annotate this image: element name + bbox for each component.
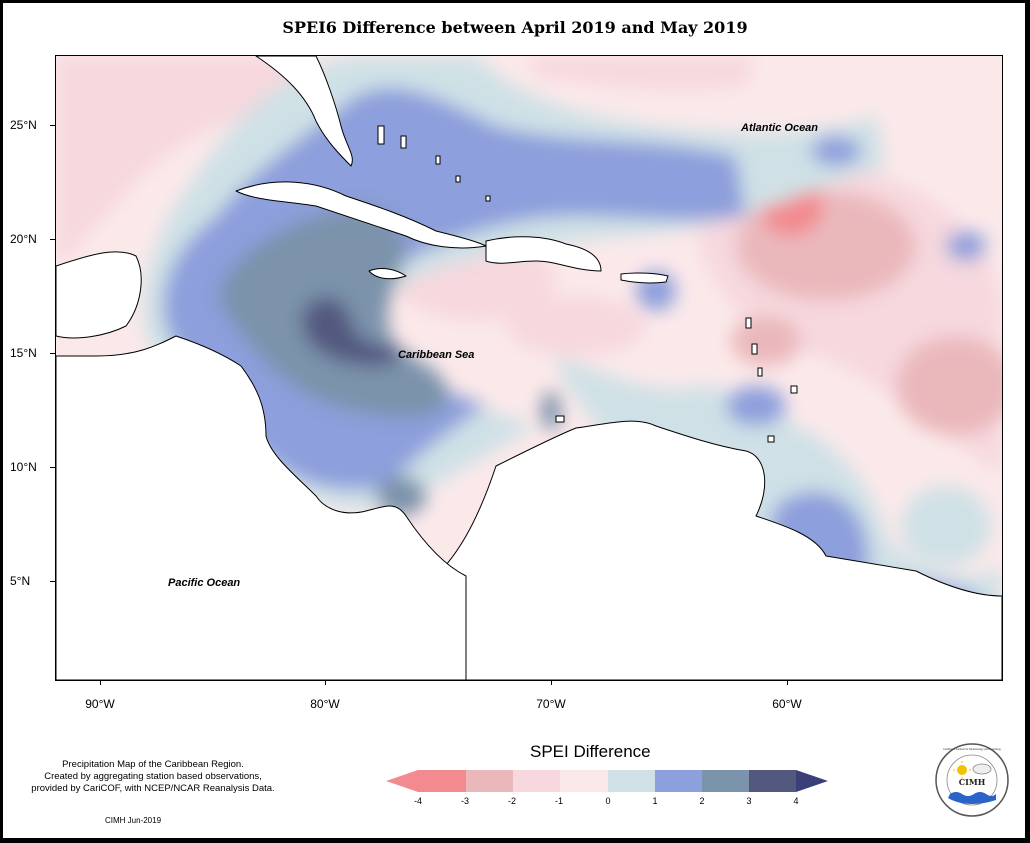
land-central-america bbox=[56, 335, 467, 680]
island bbox=[400, 135, 407, 149]
colorbar-tick: 1 bbox=[652, 796, 658, 806]
colorbar-arrow-low bbox=[386, 770, 418, 792]
field-dry-far-e bbox=[896, 336, 1002, 436]
island bbox=[455, 175, 461, 183]
field-wet-atl-e bbox=[946, 231, 986, 261]
land-yucatan bbox=[56, 251, 142, 339]
island bbox=[435, 155, 441, 165]
lon-tick-label: 70°W bbox=[536, 697, 566, 711]
credit-label: CIMH Jun-2019 bbox=[105, 816, 162, 825]
island bbox=[555, 415, 565, 423]
legend-title: SPEI Difference bbox=[530, 742, 651, 761]
field-wet-gulf-e bbox=[541, 391, 561, 431]
colorbar bbox=[386, 770, 828, 792]
island bbox=[767, 435, 775, 443]
island bbox=[485, 195, 491, 202]
colorbar-tick: -2 bbox=[507, 796, 516, 806]
island bbox=[751, 343, 758, 355]
island bbox=[377, 125, 385, 145]
island bbox=[745, 317, 752, 329]
lat-tick-mark bbox=[50, 239, 55, 240]
note-line: Created by aggregating station based obs… bbox=[44, 771, 262, 782]
spei-map: Atlantic Ocean Caribbean Sea Pacific Oce… bbox=[56, 56, 1002, 680]
cloud-icon bbox=[972, 763, 992, 775]
note-line: Precipitation Map of the Caribbean Regio… bbox=[62, 759, 244, 770]
island bbox=[790, 385, 798, 394]
field-wet-gulf-ne bbox=[901, 486, 991, 566]
note-line: provided by CariCOF, with NCEP/NCAR Rean… bbox=[31, 783, 275, 794]
lon-tick-mark bbox=[551, 680, 552, 685]
colorbar-bin bbox=[608, 770, 655, 792]
land-jamaica bbox=[368, 268, 407, 280]
lon-tick-mark bbox=[325, 680, 326, 685]
land-puerto-rico bbox=[620, 272, 669, 284]
label-atlantic: Atlantic Ocean bbox=[740, 122, 818, 134]
colorbar-tick: 4 bbox=[793, 796, 799, 806]
colorbar-bin bbox=[418, 770, 466, 792]
sun-icon bbox=[957, 765, 967, 775]
map-note: Precipitation Map of the Caribbean Regio… bbox=[8, 759, 298, 795]
field-dry-antilles bbox=[731, 316, 801, 366]
colorbar-tick: 0 bbox=[605, 796, 611, 806]
colorbar-tick: 3 bbox=[746, 796, 752, 806]
field-wet-lesser bbox=[726, 386, 786, 426]
colorbar-tick: -4 bbox=[413, 796, 422, 806]
field-wet-core bbox=[302, 297, 401, 366]
lat-tick-mark bbox=[50, 467, 55, 468]
colorbar-tick: -3 bbox=[460, 796, 469, 806]
lon-tick-label: 60°W bbox=[772, 697, 802, 711]
lat-tick-mark bbox=[50, 125, 55, 126]
logo-text: CIMH bbox=[959, 777, 986, 787]
field-dry-top bbox=[526, 56, 756, 91]
lon-tick-mark bbox=[100, 680, 101, 685]
colorbar-tick: 2 bbox=[699, 796, 705, 806]
island bbox=[757, 367, 763, 377]
lon-tick-label: 80°W bbox=[310, 697, 340, 711]
colorbar-bin bbox=[655, 770, 702, 792]
colorbar-arrow-high bbox=[796, 770, 828, 792]
lat-tick-mark bbox=[50, 353, 55, 354]
colorbar-bin bbox=[749, 770, 796, 792]
lat-tick-label: 5°N bbox=[10, 574, 31, 588]
colorbar-bin bbox=[466, 770, 513, 792]
lat-tick-label: 10°N bbox=[10, 460, 37, 474]
label-pacific: Pacific Ocean bbox=[168, 577, 240, 589]
land-florida bbox=[255, 56, 353, 167]
colorbar-tick: -1 bbox=[554, 796, 563, 806]
lat-tick-label: 25°N bbox=[10, 118, 37, 132]
field-wet-atl bbox=[811, 136, 861, 166]
map-panel: Atlantic Ocean Caribbean Sea Pacific Oce… bbox=[55, 55, 1003, 681]
field-dry-nw bbox=[56, 56, 306, 276]
lon-tick-label: 90°W bbox=[85, 697, 115, 711]
lat-tick-label: 20°N bbox=[10, 232, 37, 246]
logo-ring-text: Caribbean Institute for Meteorology and … bbox=[943, 747, 1002, 751]
colorbar-bin bbox=[513, 770, 560, 792]
colorbar-bin bbox=[560, 770, 608, 792]
lon-tick-mark bbox=[787, 680, 788, 685]
lat-tick-label: 15°N bbox=[10, 346, 37, 360]
cimh-logo: CIMH Caribbean Institute for Meteorology… bbox=[935, 743, 1009, 817]
label-caribbean: Caribbean Sea bbox=[398, 349, 474, 361]
land-hispaniola bbox=[485, 236, 602, 272]
lat-tick-mark bbox=[50, 581, 55, 582]
colorbar-bin bbox=[702, 770, 749, 792]
field-dry-center bbox=[506, 296, 646, 356]
land-south-america bbox=[435, 420, 1002, 680]
wave-icon bbox=[948, 792, 996, 804]
map-title: SPEI6 Difference between April 2019 and … bbox=[282, 18, 748, 37]
